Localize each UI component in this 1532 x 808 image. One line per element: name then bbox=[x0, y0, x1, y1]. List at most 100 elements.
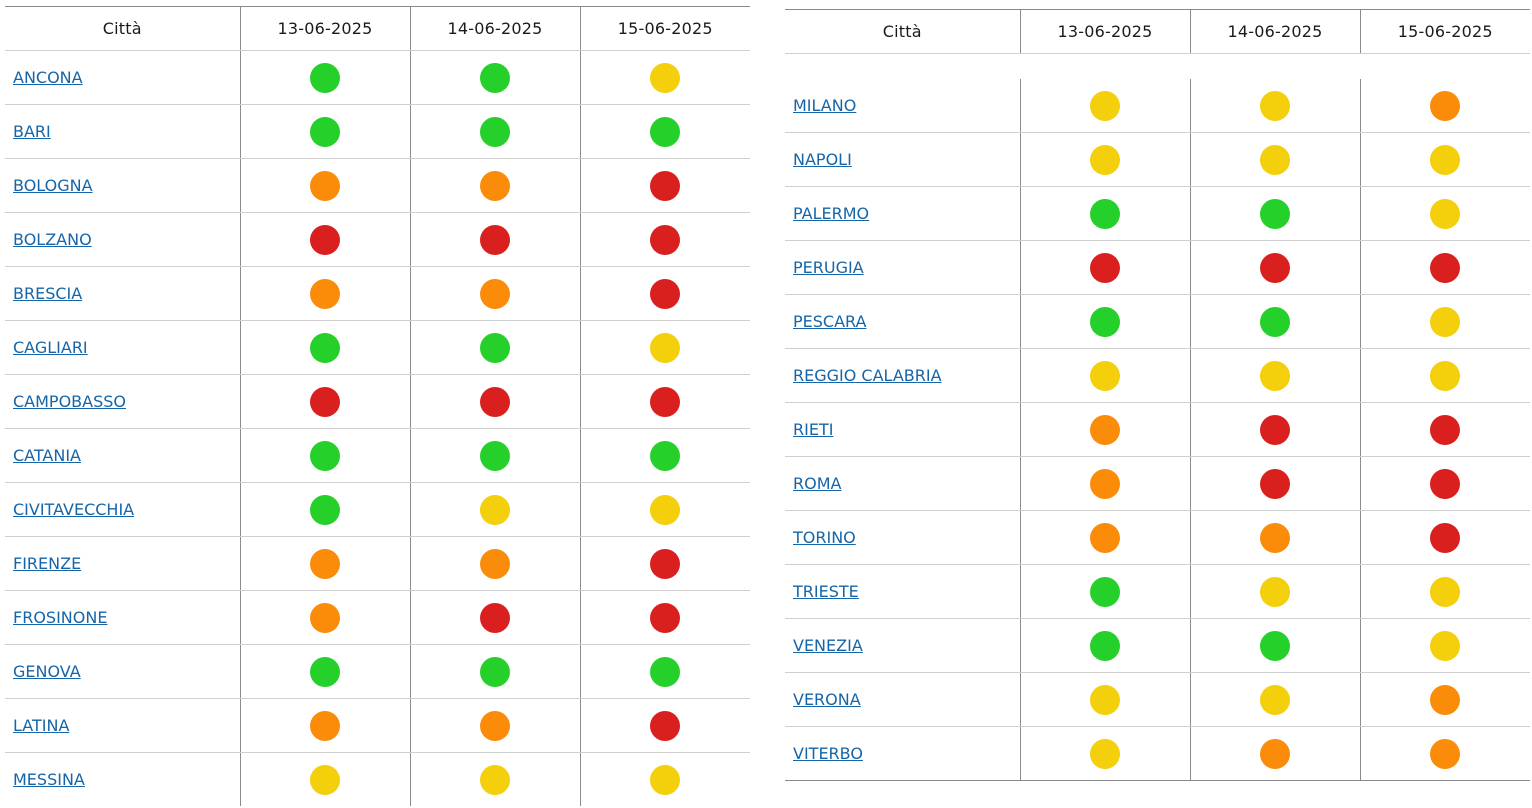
city-link[interactable]: VENEZIA bbox=[793, 636, 863, 655]
city-link[interactable]: CIVITAVECCHIA bbox=[13, 500, 135, 519]
level-cell-day-3 bbox=[579, 158, 750, 213]
level-indicator-red-icon bbox=[1430, 252, 1461, 283]
header-day-2: 14-06-2025 bbox=[1189, 9, 1360, 54]
city-link[interactable]: BRESCIA bbox=[13, 284, 83, 303]
city-link[interactable]: CAMPOBASSO bbox=[13, 392, 126, 411]
level-cell-day-2 bbox=[409, 104, 580, 159]
level-indicator-green-icon bbox=[480, 440, 510, 471]
level-indicator-red-icon bbox=[1260, 414, 1290, 445]
level-cell-day-2 bbox=[409, 428, 580, 483]
table-row: PALERMO bbox=[785, 186, 1530, 241]
city-cell: BOLZANO bbox=[5, 212, 240, 267]
level-cell-day-3 bbox=[1359, 510, 1530, 565]
level-indicator-red-icon bbox=[650, 278, 681, 309]
level-cell-day-2 bbox=[1189, 564, 1360, 619]
level-indicator-yellow-icon bbox=[1430, 144, 1461, 175]
city-cell: PERUGIA bbox=[785, 240, 1020, 295]
city-link[interactable]: BARI bbox=[13, 122, 51, 141]
city-cell: RIETI bbox=[785, 402, 1020, 457]
header-row: Città 13-06-2025 14-06-2025 15-06-2025 bbox=[785, 9, 1530, 54]
level-indicator-green-icon bbox=[480, 62, 510, 93]
level-indicator-yellow-icon bbox=[1260, 576, 1290, 607]
level-cell-day-2 bbox=[1189, 726, 1360, 781]
header-day-1: 13-06-2025 bbox=[239, 6, 410, 51]
city-link[interactable]: FROSINONE bbox=[13, 608, 108, 627]
level-indicator-green-icon bbox=[1260, 306, 1290, 337]
level-indicator-green-icon bbox=[650, 440, 681, 471]
city-link[interactable]: LATINA bbox=[13, 716, 70, 735]
level-cell-day-1 bbox=[1019, 79, 1190, 133]
city-link[interactable]: VERONA bbox=[793, 690, 861, 709]
level-cell-day-3 bbox=[1359, 456, 1530, 511]
spacer-cell bbox=[1190, 54, 1360, 80]
level-indicator-red-icon bbox=[650, 224, 681, 255]
level-cell-day-3 bbox=[1359, 402, 1530, 457]
level-cell-day-3 bbox=[579, 536, 750, 591]
level-indicator-yellow-icon bbox=[1090, 144, 1120, 175]
city-link[interactable]: FIRENZE bbox=[13, 554, 82, 573]
city-link[interactable]: VITERBO bbox=[793, 744, 863, 763]
level-cell-day-3 bbox=[579, 320, 750, 375]
spacer-row bbox=[785, 54, 1530, 80]
level-cell-day-3 bbox=[579, 50, 750, 105]
level-cell-day-1 bbox=[1019, 564, 1190, 619]
level-cell-day-3 bbox=[579, 266, 750, 321]
level-cell-day-3 bbox=[1359, 79, 1530, 133]
level-indicator-yellow-icon bbox=[1090, 360, 1120, 391]
city-link[interactable]: MILANO bbox=[793, 96, 857, 115]
table-row: VITERBO bbox=[785, 726, 1530, 781]
level-cell-day-1 bbox=[239, 590, 410, 645]
level-indicator-green-icon bbox=[650, 116, 681, 147]
city-link[interactable]: ROMA bbox=[793, 474, 842, 493]
city-link[interactable]: CAGLIARI bbox=[13, 338, 88, 357]
level-cell-day-3 bbox=[579, 698, 750, 753]
level-indicator-green-icon bbox=[1090, 630, 1120, 661]
city-link[interactable]: PALERMO bbox=[793, 204, 870, 223]
level-indicator-red-icon bbox=[310, 224, 340, 255]
level-cell-day-1 bbox=[239, 266, 410, 321]
city-link[interactable]: GENOVA bbox=[13, 662, 81, 681]
city-cell: CATANIA bbox=[5, 428, 240, 483]
city-link[interactable]: REGGIO CALABRIA bbox=[793, 366, 942, 385]
level-cell-day-2 bbox=[409, 698, 580, 753]
level-indicator-yellow-icon bbox=[1090, 90, 1120, 121]
level-indicator-yellow-icon bbox=[1430, 306, 1461, 337]
level-indicator-orange-icon bbox=[1090, 468, 1120, 499]
level-indicator-green-icon bbox=[1260, 198, 1290, 229]
city-link[interactable]: PERUGIA bbox=[793, 258, 864, 277]
table-row: BOLOGNA bbox=[5, 158, 750, 213]
city-link[interactable]: TRIESTE bbox=[793, 582, 859, 601]
city-link[interactable]: ANCONA bbox=[13, 68, 83, 87]
table-body-right: MILANO NAPOLI PALERMO PERUGIA PESCARA REGGIO … bbox=[785, 54, 1530, 781]
city-link[interactable]: BOLZANO bbox=[13, 230, 92, 249]
city-link[interactable]: CATANIA bbox=[13, 446, 81, 465]
level-cell-day-2 bbox=[1189, 510, 1360, 565]
level-cell-day-1 bbox=[1019, 456, 1190, 511]
level-indicator-red-icon bbox=[1260, 252, 1290, 283]
level-cell-day-3 bbox=[1359, 348, 1530, 403]
level-indicator-yellow-icon bbox=[1260, 144, 1290, 175]
city-cell: CIVITAVECCHIA bbox=[5, 482, 240, 537]
level-cell-day-3 bbox=[1359, 672, 1530, 727]
level-cell-day-1 bbox=[239, 752, 410, 806]
level-cell-day-1 bbox=[1019, 348, 1190, 403]
level-indicator-orange-icon bbox=[310, 548, 340, 579]
city-link[interactable]: NAPOLI bbox=[793, 150, 852, 169]
level-indicator-yellow-icon bbox=[1260, 684, 1290, 715]
table-row: VERONA bbox=[785, 672, 1530, 727]
level-indicator-orange-icon bbox=[1430, 684, 1461, 715]
level-cell-day-1 bbox=[239, 50, 410, 105]
city-link[interactable]: BOLOGNA bbox=[13, 176, 93, 195]
level-indicator-green-icon bbox=[480, 116, 510, 147]
level-indicator-red-icon bbox=[1090, 252, 1120, 283]
level-indicator-yellow-icon bbox=[650, 332, 681, 363]
city-link[interactable]: RIETI bbox=[793, 420, 834, 439]
city-link[interactable]: TORINO bbox=[793, 528, 856, 547]
table-row: LATINA bbox=[5, 698, 750, 753]
city-cell: VITERBO bbox=[785, 726, 1020, 781]
level-cell-day-1 bbox=[239, 320, 410, 375]
city-link[interactable]: MESSINA bbox=[13, 770, 85, 789]
level-indicator-orange-icon bbox=[1090, 414, 1120, 445]
city-link[interactable]: PESCARA bbox=[793, 312, 867, 331]
table-row: MESSINA bbox=[5, 752, 750, 806]
